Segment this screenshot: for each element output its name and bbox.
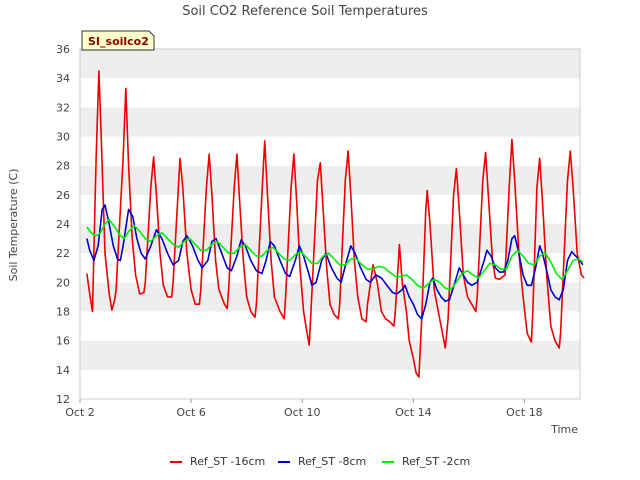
grid-band [80, 369, 580, 399]
x-tick-label: Oct 6 [176, 406, 206, 419]
y-tick-label: 12 [56, 393, 70, 406]
legend: Ref_ST -16cm Ref_ST -8cm Ref_ST -2cm [170, 455, 470, 468]
x-tick-label: Oct 10 [284, 406, 321, 419]
site-tag-label: SI_soilco2 [88, 35, 149, 48]
grid-band [80, 49, 580, 79]
x-tick-label: Oct 18 [506, 406, 543, 419]
grid-band [80, 194, 580, 224]
grid-band [80, 311, 580, 341]
y-tick-label: 20 [56, 276, 70, 289]
y-tick-label: 36 [56, 43, 70, 56]
series-line-2 [86, 204, 584, 320]
series-lines [86, 70, 585, 378]
y-tick-label: 26 [56, 189, 70, 202]
grid-band [80, 107, 580, 137]
y-tick-label: 24 [56, 218, 70, 231]
y-tick-label: 30 [56, 131, 70, 144]
legend-label: Ref_ST -8cm [298, 455, 366, 468]
y-tick-label: 32 [56, 101, 70, 114]
y-tick-label: 14 [56, 364, 70, 377]
grid-band [80, 224, 580, 254]
site-tag: SI_soilco2 [81, 30, 155, 51]
legend-label: Ref_ST -2cm [402, 455, 470, 468]
legend-label: Ref_ST -16cm [190, 455, 265, 468]
x-tick-label: Oct 14 [395, 406, 432, 419]
x-tick-label: Oct 2 [65, 406, 95, 419]
x-axis-ticks: Oct 2 Oct 6 Oct 10 Oct 14 Oct 18 [65, 399, 543, 419]
y-tick-label: 16 [56, 335, 70, 348]
x-axis-title: Time [550, 423, 578, 436]
series-line-3 [86, 218, 584, 291]
plot-background [80, 49, 580, 399]
y-tick-label: 18 [56, 306, 70, 319]
grid-band [80, 136, 580, 166]
y-axis-ticks: 12 14 16 18 20 22 24 26 28 30 32 34 36 [56, 43, 70, 406]
y-tick-label: 28 [56, 160, 70, 173]
grid-band [80, 165, 580, 195]
grid-band [80, 78, 580, 108]
grid-band [80, 253, 580, 283]
y-axis-title: Soil Temperature (C) [7, 169, 20, 282]
site-tag-shape [81, 30, 155, 51]
chart-title: Soil CO2 Reference Soil Temperatures [182, 4, 428, 19]
grid-band [80, 340, 580, 370]
y-tick-label: 34 [56, 72, 70, 85]
plot-frame [79, 48, 581, 400]
series-line-1 [86, 70, 585, 378]
y-tick-label: 22 [56, 247, 70, 260]
